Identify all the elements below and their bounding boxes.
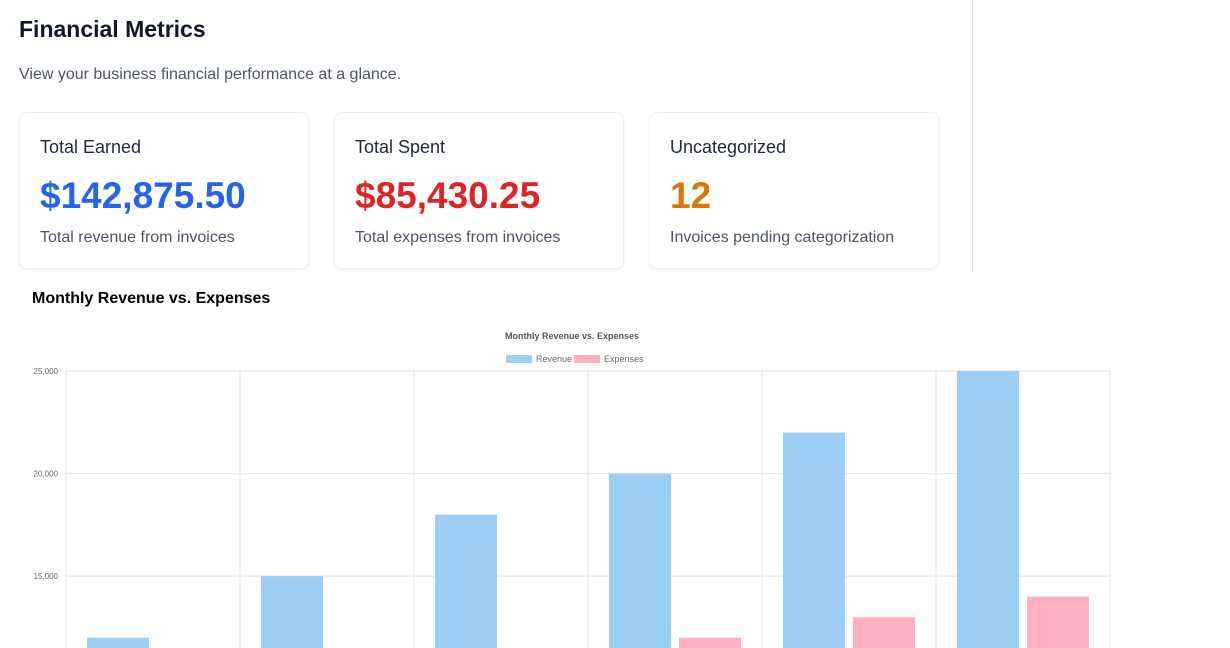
y-tick-label: 20,000 (34, 470, 59, 479)
y-tick-label: 15,000 (34, 572, 59, 581)
expenses-bar (1027, 596, 1089, 648)
card-description: Invoices pending categorization (670, 229, 895, 246)
revenue-bar (957, 371, 1019, 648)
total-earned-card: Total Earned $142,875.50 Total revenue f… (19, 112, 309, 269)
financial-metrics-panel: Financial Metrics View your business fin… (0, 0, 973, 272)
revenue-expenses-chart: Monthly Revenue vs. Expenses Revenue Expen… (34, 331, 1111, 648)
card-label: Total Spent (355, 137, 446, 157)
total-earned-value: $142,875.50 (40, 175, 246, 216)
legend-label-expenses: Expenses (604, 354, 644, 364)
revenue-bar (783, 432, 845, 648)
total-spent-value: $85,430.25 (355, 175, 541, 216)
expenses-bar (853, 617, 915, 648)
page-subtitle: View your business financial performance… (19, 66, 402, 83)
revenue-bar (261, 576, 323, 648)
card-label: Uncategorized (670, 137, 787, 157)
uncategorized-value: 12 (670, 175, 712, 216)
card-label: Total Earned (40, 137, 142, 157)
chart-title: Monthly Revenue vs. Expenses (505, 331, 639, 341)
total-spent-card: Total Spent $85,430.25 Total expenses fr… (334, 112, 624, 269)
revenue-bar (87, 637, 149, 648)
chart-section-heading: Monthly Revenue vs. Expenses (32, 290, 271, 307)
legend-label-revenue: Revenue (536, 354, 572, 364)
revenue-bar (609, 473, 671, 648)
card-description: Total expenses from invoices (355, 229, 561, 246)
card-description: Total revenue from invoices (40, 229, 235, 246)
expenses-bar (679, 637, 741, 648)
legend-swatch-expenses (574, 355, 600, 363)
legend-swatch-revenue (506, 355, 532, 363)
revenue-bar (435, 514, 497, 648)
page-title: Financial Metrics (19, 16, 206, 42)
y-tick-label: 25,000 (34, 367, 59, 376)
uncategorized-card: Uncategorized 12 Invoices pending catego… (649, 112, 939, 269)
revenue-expenses-section: Monthly Revenue vs. Expenses Monthly Rev… (0, 280, 1230, 648)
